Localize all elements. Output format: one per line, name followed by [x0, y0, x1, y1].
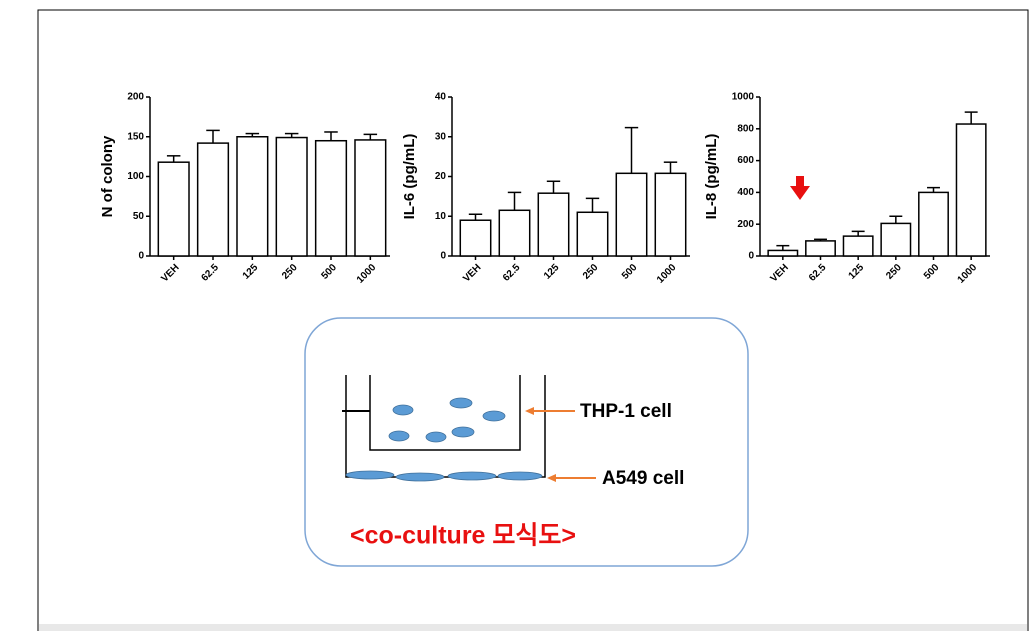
y-tick-label: 600 [737, 155, 754, 166]
bar [459, 219, 492, 257]
bar [354, 139, 387, 257]
bar [805, 240, 836, 257]
cell [447, 471, 497, 481]
bar [196, 142, 230, 257]
cell [345, 470, 395, 480]
cell [449, 397, 473, 409]
y-tick-label: 200 [127, 92, 144, 103]
y-tick-label: 40 [435, 92, 447, 103]
bar [615, 172, 648, 257]
diagram-box [304, 317, 749, 567]
cell [425, 431, 447, 443]
y-tick-label: 10 [435, 211, 447, 222]
a549-label: A549 cell [602, 468, 684, 489]
y-tick-label: 200 [737, 219, 754, 230]
cell [395, 472, 445, 482]
y-axis-label: IL-6 (pg/mL) [401, 134, 418, 220]
y-tick-label: 400 [737, 187, 754, 198]
y-tick-label: 0 [748, 251, 754, 262]
bar [842, 235, 874, 257]
thp1-label: THP-1 cell [580, 401, 672, 422]
bar [537, 192, 570, 257]
bar [654, 172, 687, 257]
well [345, 375, 546, 478]
cell [392, 404, 414, 416]
cell [482, 410, 506, 422]
bar [236, 136, 269, 257]
footer-bar [39, 624, 1027, 631]
y-tick-label: 0 [440, 251, 446, 262]
diagram-caption: <co-culture 모식도> [350, 522, 576, 550]
cell [388, 430, 410, 442]
thp1-cells [388, 397, 506, 443]
y-tick-label: 30 [435, 131, 447, 142]
bar [576, 211, 609, 257]
arrowhead [547, 474, 556, 482]
bar [157, 161, 190, 257]
y-tick-label: 1000 [732, 92, 755, 103]
y-axis-label: IL-8 (pg/mL) [703, 134, 720, 220]
y-tick-label: 0 [138, 251, 144, 262]
bar [767, 249, 799, 257]
insert [369, 375, 521, 451]
arrowhead [525, 407, 534, 415]
bar [275, 136, 308, 257]
red-arrow [790, 176, 810, 200]
bar [880, 222, 912, 257]
bar [314, 139, 348, 257]
y-tick-label: 800 [737, 123, 754, 134]
cell [451, 426, 475, 438]
y-tick-label: 150 [127, 131, 144, 142]
y-tick-label: 20 [435, 171, 447, 182]
y-axis-label: N of colony [99, 135, 116, 217]
diagram: THP-1 cell A549 cell <co-culture 모식도> [304, 317, 749, 567]
cell [497, 471, 543, 481]
bar [955, 123, 987, 257]
bar [498, 209, 531, 257]
a549-cells [345, 470, 543, 482]
y-tick-label: 50 [133, 211, 145, 222]
bar [918, 191, 949, 257]
y-tick-label: 100 [127, 171, 144, 182]
